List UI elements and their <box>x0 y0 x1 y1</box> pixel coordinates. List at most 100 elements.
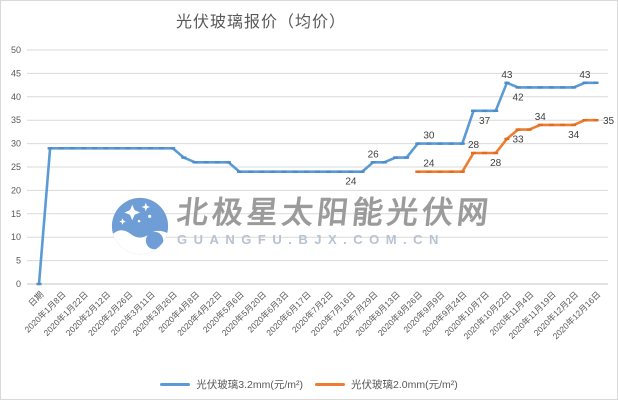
series-marker <box>103 147 109 150</box>
series-marker <box>248 170 254 173</box>
series-marker <box>281 170 287 173</box>
y-axis-label: 50 <box>11 45 21 55</box>
series-marker <box>537 123 543 127</box>
series-marker <box>571 123 577 127</box>
y-axis-label: 0 <box>16 279 21 289</box>
data-point-label: 28 <box>490 158 502 169</box>
legend-swatch-orange <box>315 383 345 386</box>
series-marker <box>337 170 343 173</box>
y-axis-label: 5 <box>16 256 21 266</box>
series-marker <box>515 128 521 131</box>
series-marker <box>125 147 131 150</box>
y-axis-label: 35 <box>11 115 21 125</box>
series-marker <box>471 109 476 112</box>
series-marker <box>482 109 488 112</box>
series-marker <box>159 147 164 150</box>
y-axis-label: 15 <box>11 209 21 219</box>
series-marker <box>203 161 209 164</box>
series-marker <box>593 81 599 84</box>
data-point-label: 42 <box>512 92 524 103</box>
series-marker <box>415 142 421 145</box>
series-marker <box>582 81 588 84</box>
data-point-label: 24 <box>423 159 435 170</box>
series-marker <box>381 161 387 164</box>
series-marker <box>548 123 554 127</box>
y-axis-label: 25 <box>11 162 21 172</box>
series-marker <box>192 161 198 164</box>
series-marker <box>370 161 376 164</box>
series-marker <box>459 170 465 173</box>
legend-label-glass-3-2mm: 光伏玻璃3.2mm(元/m²) <box>196 379 303 391</box>
y-axis-label: 40 <box>11 92 21 102</box>
series-marker <box>426 142 432 145</box>
series-marker <box>493 109 499 112</box>
series-line-0 <box>37 81 598 286</box>
series-line-1 <box>416 118 598 173</box>
series-marker <box>426 170 432 173</box>
y-axis-label: 30 <box>11 139 21 149</box>
series-marker <box>58 147 64 150</box>
series-marker <box>437 170 443 173</box>
series-marker <box>69 147 75 150</box>
series-marker <box>181 156 187 159</box>
data-point-label: 43 <box>501 70 513 81</box>
series-marker <box>471 151 476 155</box>
x-axis-label: 日期 <box>26 289 45 308</box>
series-marker <box>47 147 53 150</box>
series-marker <box>303 170 309 173</box>
series-marker <box>482 151 488 155</box>
series-marker <box>515 86 521 89</box>
series-marker <box>415 170 421 173</box>
series-marker <box>526 128 532 131</box>
series-marker <box>548 86 554 89</box>
data-point-label: 35 <box>603 116 615 127</box>
series-marker <box>593 119 599 122</box>
legend-swatch-blue <box>160 383 191 386</box>
series-marker <box>36 282 42 286</box>
series-marker <box>326 170 332 173</box>
series-marker <box>560 86 566 89</box>
legend-item-glass-3-2mm: 光伏玻璃3.2mm(元/m²) <box>160 377 303 392</box>
series-marker <box>504 81 510 84</box>
series-marker <box>270 170 276 173</box>
data-point-label: 26 <box>368 149 380 160</box>
series-marker <box>114 147 120 150</box>
series-marker <box>448 170 454 173</box>
series-marker <box>504 137 510 141</box>
series-marker <box>493 151 499 155</box>
data-point-label: 34 <box>535 112 547 123</box>
series-marker <box>237 170 242 173</box>
data-point-label: 24 <box>345 177 357 188</box>
series-marker <box>459 142 465 145</box>
series-marker <box>537 86 543 89</box>
y-axis-label: 45 <box>11 68 21 78</box>
y-axis-label: 20 <box>11 185 21 195</box>
series-marker <box>214 161 220 164</box>
series-marker <box>147 147 153 150</box>
series-marker <box>526 86 532 89</box>
series-marker <box>81 147 87 150</box>
series-marker <box>393 156 398 159</box>
data-point-label: 28 <box>468 140 480 151</box>
legend: 光伏玻璃3.2mm(元/m²) 光伏玻璃2.0mm(元/m²) <box>1 377 617 392</box>
series-marker <box>404 156 410 159</box>
series-marker <box>259 170 265 173</box>
legend-item-glass-2-0mm: 光伏玻璃2.0mm(元/m²) <box>315 377 458 392</box>
series-marker <box>571 86 577 89</box>
chart-title: 光伏玻璃报价（均价） <box>175 14 346 31</box>
series-marker <box>448 142 454 145</box>
y-axis-label: 10 <box>11 232 21 242</box>
series-marker <box>170 147 176 150</box>
series-marker <box>136 147 142 150</box>
series-marker <box>225 161 231 164</box>
data-point-label: 43 <box>579 70 591 81</box>
data-point-label: 34 <box>568 130 580 141</box>
series-marker <box>582 119 588 122</box>
series-marker <box>315 170 320 173</box>
series-marker <box>359 170 365 173</box>
series-marker <box>437 142 443 145</box>
series-marker <box>92 147 98 150</box>
series-marker <box>348 170 354 173</box>
